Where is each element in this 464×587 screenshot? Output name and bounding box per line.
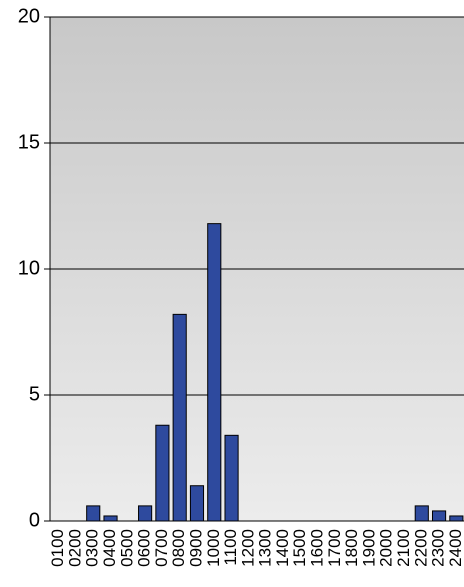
x-tick-label: 0700 [152, 529, 171, 567]
x-tick-label: 2100 [394, 529, 413, 567]
y-tick-label: 5 [29, 383, 40, 405]
bar [414, 505, 429, 522]
bar [207, 223, 222, 522]
bar [431, 510, 447, 522]
x-tick-label: 2300 [429, 529, 448, 567]
bar [449, 515, 464, 522]
x-tick-label: 1300 [256, 529, 275, 567]
y-tick-label: 15 [18, 131, 40, 153]
x-tick-label: 1100 [221, 529, 240, 566]
bar [224, 434, 239, 522]
y-tick-label: 0 [29, 509, 40, 531]
x-tick-label: 0200 [65, 529, 84, 567]
x-tick-label: 1500 [290, 529, 309, 567]
bar [155, 424, 170, 522]
x-tick-label: 1700 [325, 529, 344, 567]
x-tick-label: 2400 [446, 529, 464, 567]
x-tick-label: 1000 [204, 529, 223, 567]
x-tick-label: 0400 [100, 529, 119, 567]
x-tick-label: 0900 [186, 529, 205, 567]
x-tick-label: 0600 [135, 529, 154, 567]
x-tick-label: 1900 [359, 529, 378, 567]
bar [103, 515, 118, 522]
bar [172, 313, 187, 522]
x-tick-label: 0100 [48, 529, 67, 567]
y-tick-label: 20 [18, 5, 40, 27]
x-tick-label: 2000 [377, 529, 396, 567]
bar [86, 505, 101, 522]
x-tick-label: 1400 [273, 529, 292, 567]
x-tick-label: 2200 [411, 529, 430, 567]
y-tick-label: 10 [18, 257, 40, 279]
x-tick-label: 1200 [238, 529, 257, 567]
x-tick-label: 0500 [117, 529, 136, 567]
x-tick-label: 1800 [342, 529, 361, 567]
bar [138, 505, 153, 522]
x-tick-label: 0300 [83, 529, 102, 567]
bar [189, 485, 205, 522]
x-tick-label: 1600 [308, 529, 327, 567]
x-tick-label: 0800 [169, 529, 188, 567]
